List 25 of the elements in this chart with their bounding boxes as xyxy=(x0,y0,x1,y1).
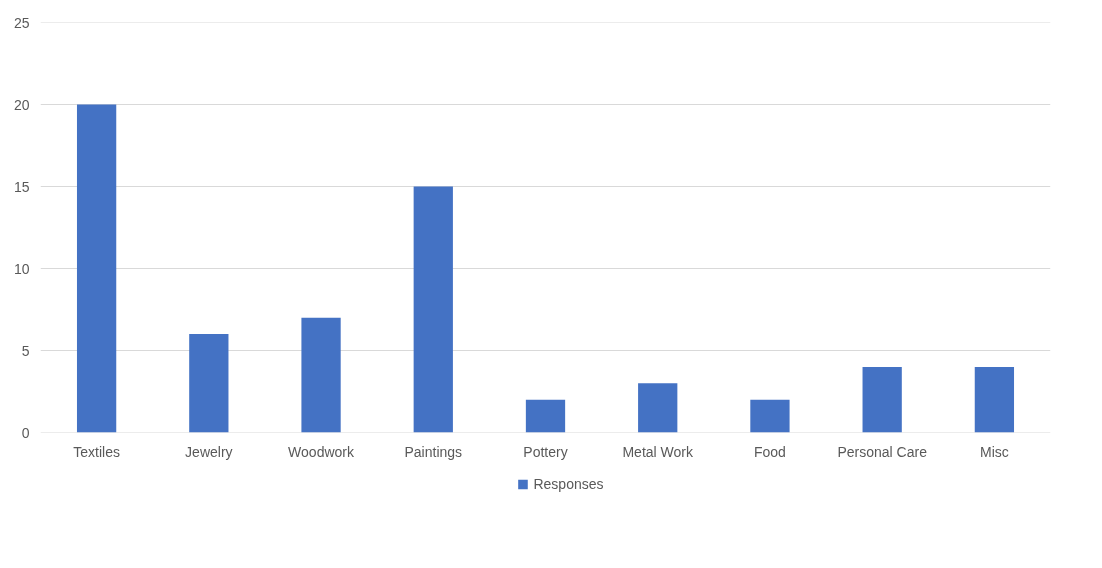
x-tick-label: Misc xyxy=(980,443,1009,460)
bar xyxy=(525,399,566,433)
y-tick-label: 5 xyxy=(21,342,30,359)
x-tick-label: Personal Care xyxy=(837,443,928,460)
y-tick-label: 0 xyxy=(21,424,30,441)
x-tick-label: Metal Work xyxy=(622,443,694,460)
bar xyxy=(974,366,1015,433)
bar xyxy=(189,334,229,433)
x-tick-label: Woodwork xyxy=(288,443,355,460)
x-tick-label: Textiles xyxy=(73,443,120,460)
bar xyxy=(862,366,902,433)
bar xyxy=(750,399,790,433)
x-tick-label: Food xyxy=(753,443,786,460)
bar xyxy=(301,317,341,433)
x-tick-label: Jewelry xyxy=(185,443,233,460)
bar xyxy=(413,186,453,433)
y-tick-label: 15 xyxy=(13,178,30,195)
x-tick-label: Paintings xyxy=(404,443,463,460)
bar xyxy=(638,383,678,433)
bar xyxy=(76,104,117,433)
y-tick-label: 10 xyxy=(13,260,30,277)
y-tick-label: 25 xyxy=(13,14,30,31)
legend-label: Responses xyxy=(533,476,604,492)
y-tick-label: 20 xyxy=(13,96,30,113)
x-tick-label: Pottery xyxy=(523,443,568,460)
